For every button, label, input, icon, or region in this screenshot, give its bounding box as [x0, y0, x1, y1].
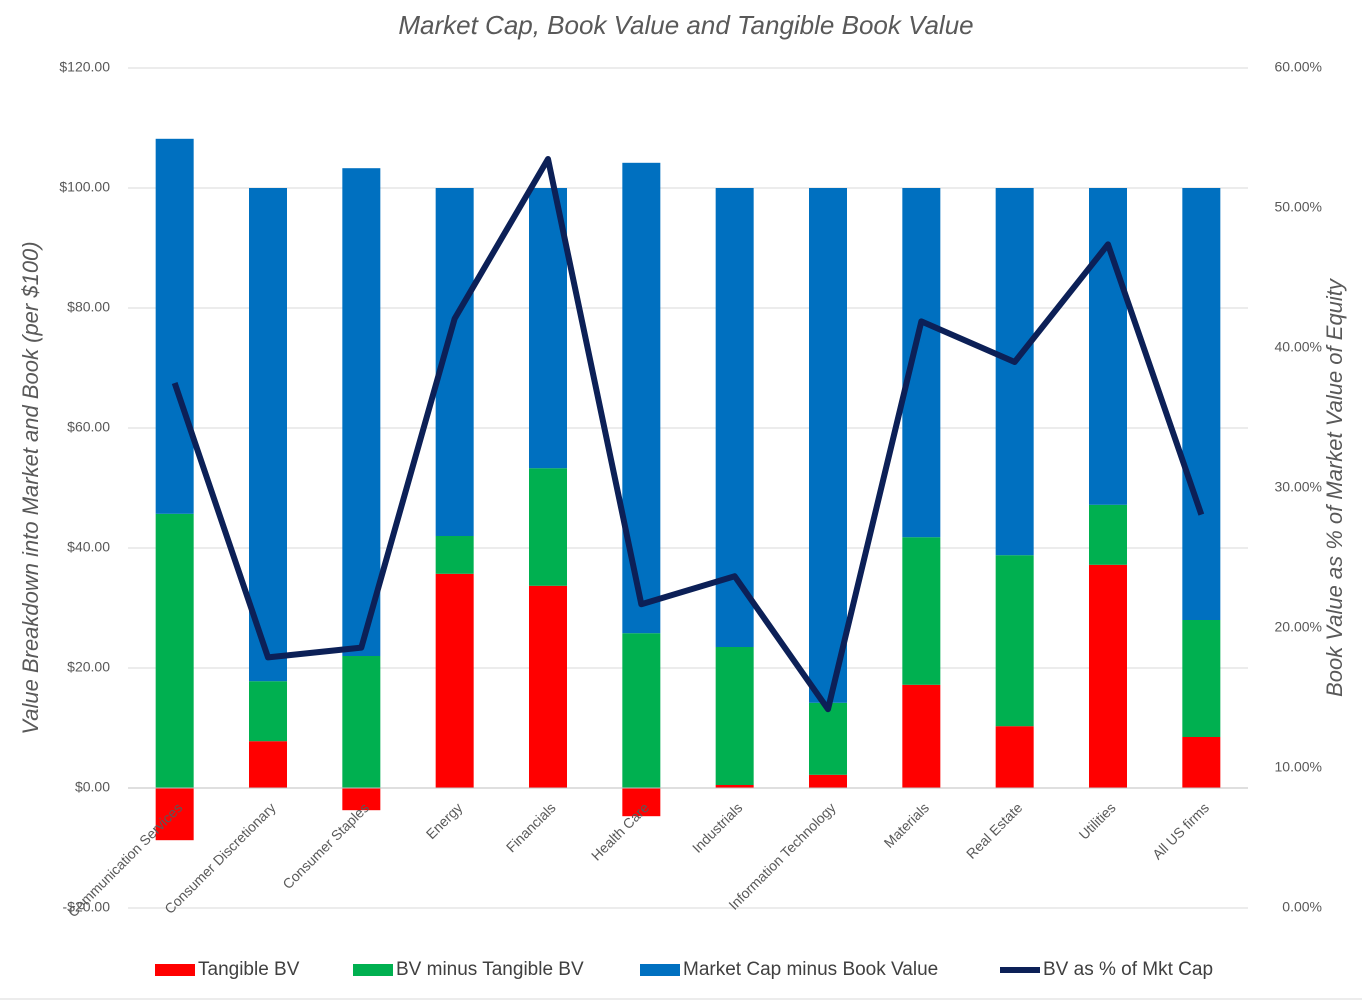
- y-tick-label: $60.00: [67, 419, 110, 435]
- bar-segment: [529, 585, 567, 788]
- y2-tick-label: 50.00%: [1275, 199, 1322, 215]
- legend-label: Market Cap minus Book Value: [683, 959, 938, 980]
- legend-label: BV minus Tangible BV: [396, 959, 584, 980]
- y-tick-label: -$20.00: [63, 899, 111, 915]
- bar-segment: [249, 681, 287, 742]
- bar-segment: [342, 168, 381, 656]
- bar-segment: [622, 788, 661, 817]
- x-tick-label: Industrials: [689, 799, 745, 855]
- y2-tick-label: 30.00%: [1275, 479, 1322, 495]
- bar-segment: [995, 726, 1034, 788]
- bar-segment: [342, 788, 381, 811]
- bar-segment: [715, 785, 754, 788]
- bar-segment: [1182, 620, 1221, 737]
- y-tick-label: $120.00: [59, 59, 110, 75]
- line-series: [171, 156, 1205, 713]
- x-tick-label: All US firms: [1149, 799, 1212, 862]
- bar-segment: [1089, 188, 1127, 505]
- legend-label: BV as % of Mkt Cap: [1043, 959, 1213, 980]
- bar-segment: [155, 138, 194, 514]
- bar-segment: [809, 702, 847, 775]
- bar-segment: [1182, 188, 1221, 620]
- y2-tick-label: 60.00%: [1275, 59, 1322, 75]
- bar-segment: [435, 573, 474, 788]
- x-tick-label: Utilities: [1076, 799, 1119, 842]
- bar-segment: [155, 513, 194, 788]
- bar-segment: [809, 774, 847, 788]
- y-axis-title: Value Breakdown into Market and Book (pe…: [18, 241, 43, 734]
- bar-segment: [1089, 564, 1127, 788]
- x-tick-label: Financials: [503, 799, 559, 855]
- x-tick-label: Health Care: [588, 799, 652, 863]
- x-tick-label: Energy: [423, 799, 466, 842]
- bar-segment: [1089, 504, 1127, 565]
- legend-swatch: [155, 964, 195, 976]
- bar-segment: [809, 188, 847, 703]
- legend-swatch: [353, 964, 393, 976]
- bar-segment: [902, 188, 941, 538]
- bar-segment: [715, 188, 754, 647]
- legend-label: Tangible BV: [198, 959, 300, 980]
- legend-swatch: [640, 964, 680, 976]
- y-tick-label: $100.00: [59, 179, 110, 195]
- x-tick-label: Information Technology: [725, 799, 838, 912]
- y-tick-label: $0.00: [75, 779, 110, 795]
- bar-segment: [155, 788, 194, 841]
- bar-segment: [342, 656, 381, 788]
- y-tick-label: $40.00: [67, 539, 110, 555]
- bar-segment: [249, 188, 287, 682]
- chart-title: Market Cap, Book Value and Tangible Book…: [398, 10, 973, 40]
- bar-segment: [995, 555, 1034, 727]
- bar-segment: [529, 468, 567, 586]
- bar-segment: [715, 647, 754, 785]
- y2-axis-title: Book Value as % of Market Value of Equit…: [1322, 277, 1347, 697]
- bar-segment: [249, 741, 287, 788]
- bar-segment: [622, 162, 661, 634]
- bar-segment: [995, 188, 1034, 556]
- x-tick-label: Real Estate: [963, 799, 1026, 862]
- bar-segment: [902, 537, 941, 685]
- bar-segment: [1182, 737, 1221, 788]
- y-tick-label: $80.00: [67, 299, 110, 315]
- x-tick-label: Materials: [881, 799, 932, 850]
- y2-tick-label: 0.00%: [1282, 899, 1322, 915]
- bar-segment: [622, 633, 661, 788]
- y-tick-label: $20.00: [67, 659, 110, 675]
- bar-segment: [529, 188, 567, 469]
- y2-tick-label: 40.00%: [1275, 339, 1322, 355]
- y2-tick-label: 10.00%: [1275, 759, 1322, 775]
- y2-tick-label: 20.00%: [1275, 619, 1322, 635]
- bar-segment: [902, 684, 941, 788]
- bar-segment: [435, 536, 474, 574]
- x-tick-label: Consumer Staples: [279, 799, 372, 892]
